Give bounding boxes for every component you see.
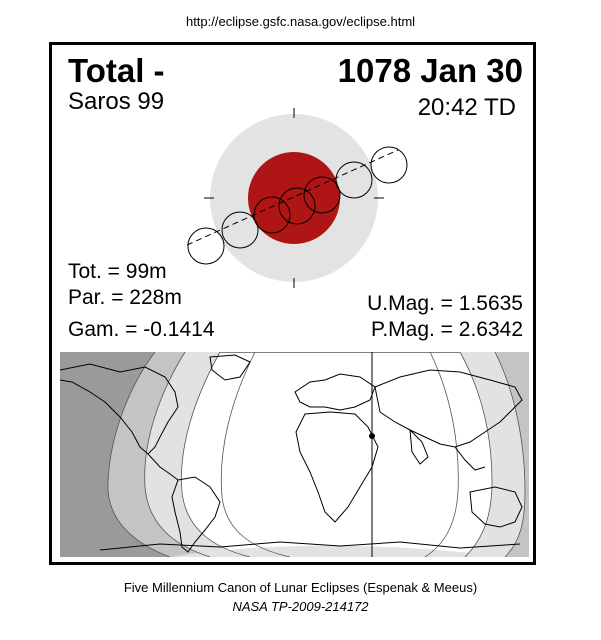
eclipse-geometry-diagram — [186, 108, 408, 288]
africa-outline — [295, 411, 379, 523]
asia-outline — [374, 369, 523, 448]
antarctica-outline — [99, 541, 521, 551]
penumbral-magnitude: P.Mag. = 2.6342 — [371, 318, 523, 341]
gamma-value: Gam. = -0.1414 — [68, 318, 215, 341]
eclipse-date: 1078 Jan 30 — [337, 52, 523, 89]
north-america-outline — [60, 363, 179, 455]
india-outline — [409, 428, 429, 465]
europe-outline — [294, 373, 376, 411]
shadow-axis-ticks — [204, 108, 384, 288]
totality-duration: Tot. = 99m — [68, 260, 167, 283]
moon-path-line — [186, 149, 399, 246]
umbral-shadow — [248, 152, 340, 244]
australia-outline — [469, 486, 523, 528]
eclipse-panel-frame — [49, 42, 536, 565]
visibility-contours — [107, 352, 526, 557]
nasa-report-number: NASA TP-2009-214172 — [232, 599, 369, 614]
continent-outlines — [60, 354, 523, 553]
source-url: http://eclipse.gsfc.nasa.gov/eclipse.htm… — [185, 14, 416, 29]
moon-position — [278, 187, 316, 225]
moon-position — [253, 196, 291, 234]
moon-position — [335, 161, 373, 199]
penumbral-band-south — [170, 545, 505, 557]
penumbral-band-west-2 — [144, 352, 250, 557]
moon-position — [303, 176, 341, 214]
saros-number: Saros 99 — [68, 88, 165, 115]
visibility-world-map — [60, 352, 529, 557]
penumbral-band-east-2 — [495, 352, 529, 557]
partial-duration: Par. = 228m — [68, 286, 182, 309]
moon-position — [187, 227, 225, 265]
central-america-outline — [147, 453, 179, 481]
moon-position — [221, 211, 259, 249]
south-america-outline — [171, 476, 221, 553]
eclipse-type: Total - — [68, 52, 165, 89]
not-visible-region-west — [60, 352, 170, 557]
penumbral-band-west-1 — [107, 352, 210, 557]
moon-position — [370, 146, 408, 184]
southeast-asia-outline — [454, 446, 486, 471]
greenland-outline — [209, 354, 251, 381]
canon-citation: Five Millennium Canon of Lunar Eclipses … — [123, 580, 478, 595]
umbral-magnitude: U.Mag. = 1.5635 — [367, 292, 523, 315]
penumbral-band-east-1 — [460, 352, 525, 557]
eclipse-time: 20:42 TD — [417, 94, 516, 121]
greatest-eclipse-point — [369, 433, 375, 439]
